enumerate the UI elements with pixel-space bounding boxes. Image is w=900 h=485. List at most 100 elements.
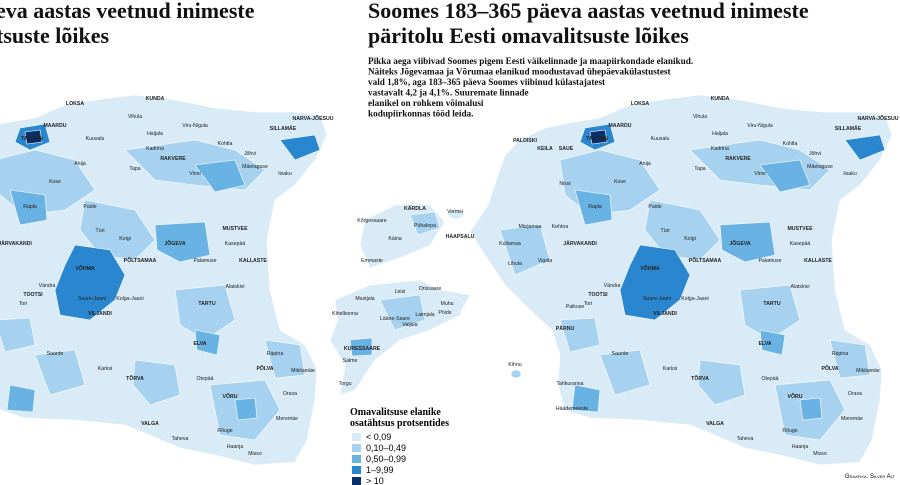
- place-label: PÕLTSAMAA: [124, 257, 157, 264]
- place-label: Meremäe: [841, 416, 863, 422]
- place-label: TOOTSI: [23, 292, 43, 298]
- place-label: NARVA-JÕESUU: [857, 115, 898, 122]
- place-label: Karksi: [98, 366, 112, 372]
- place-label: RAKVERE: [160, 156, 186, 162]
- right-title: päritolu Eesti omavalitsuste lõikes: [368, 23, 689, 48]
- place-label: Vändra: [604, 283, 621, 289]
- place-label: Vihula: [693, 114, 707, 120]
- place-label: Vändra: [39, 283, 56, 289]
- place-label: Kose: [49, 179, 61, 185]
- place-label: Tapa: [129, 166, 140, 172]
- place-label: Kõrgessaare: [357, 218, 387, 224]
- place-label: Kasepää: [225, 241, 246, 247]
- place-label: Viru-Nigula: [182, 123, 208, 129]
- place-label: Haljala: [712, 131, 728, 137]
- place-label: KUNDA: [711, 96, 730, 102]
- place-label: Alatskivi: [790, 284, 809, 290]
- place-label: MUSTVEE: [222, 226, 248, 232]
- place-label: Kasepää: [790, 241, 811, 247]
- place-label: Vinni: [754, 171, 765, 177]
- place-label: RAKVERE: [725, 156, 751, 162]
- place-label: Kadrina: [711, 146, 729, 152]
- place-label: Taheva: [172, 436, 189, 442]
- place-label: PÄRNU: [556, 325, 575, 332]
- place-label: KUNDA: [146, 96, 165, 102]
- place-label: Muhu: [441, 301, 454, 307]
- place-label: Haanja: [227, 444, 244, 450]
- place-label: VÕRU: [223, 393, 238, 400]
- place-label: Taheva: [737, 436, 754, 442]
- place-label: Mikitamäe: [856, 368, 880, 374]
- place-label: VÕHMA: [75, 265, 95, 272]
- place-label: Otepää: [761, 376, 778, 382]
- place-label: Saarde: [47, 351, 64, 357]
- place-label: SILLAMÄE: [270, 125, 297, 132]
- place-label: Kuusalu: [86, 136, 105, 142]
- intro-line: kodupiirkonnas tööd leida.: [368, 109, 473, 119]
- place-label: Türi: [661, 228, 670, 234]
- place-label: NARVA-JÕESUU: [292, 115, 333, 122]
- place-label: Kihelkonna: [332, 311, 358, 317]
- left-title: tsuste lõikes: [0, 23, 110, 48]
- place-label: KÄRDLA: [404, 205, 426, 212]
- place-label: Räpina: [832, 351, 849, 357]
- place-label: Anija: [639, 161, 651, 167]
- right-title: Soomes 183–365 päeva aastas veetnud inim…: [368, 0, 809, 23]
- place-label: Käina: [388, 236, 401, 242]
- place-label: LOKSA: [66, 101, 84, 107]
- place-label: VILJANDI: [88, 311, 112, 317]
- place-label: Koigi: [119, 236, 131, 242]
- place-label: Kadrina: [146, 146, 164, 152]
- place-label: Kose: [614, 179, 626, 185]
- legend-title: osatähtsus protsentides: [350, 418, 449, 429]
- place-label: Kuusalu: [651, 136, 670, 142]
- place-label: Palamuse: [758, 258, 781, 264]
- credit: Graafika: Silver Alt: [845, 474, 896, 480]
- place-label: Lihula: [508, 261, 522, 267]
- place-label: VÕHMA: [640, 265, 660, 272]
- place-label: Jõhvi: [809, 151, 821, 157]
- place-label: Räpina: [267, 351, 284, 357]
- place-label: MAARDU: [608, 123, 631, 129]
- place-label: Iisaku: [278, 171, 292, 177]
- place-label: Türi: [96, 228, 105, 234]
- legend-label: 1–9,99: [366, 465, 394, 475]
- legend-title: Omavalitsuse elanike: [350, 407, 441, 418]
- place-label: TOOTSI: [588, 292, 608, 298]
- place-label: Emmaste: [361, 258, 383, 264]
- intro-line: elanikel on rohkem võimalusi: [368, 98, 484, 108]
- place-label: Alatskivi: [225, 284, 244, 290]
- place-label: SAUE: [559, 146, 574, 152]
- place-label: Saarde: [612, 351, 629, 357]
- place-label: VALGA: [706, 421, 724, 427]
- place-label: Rõuge: [782, 428, 797, 434]
- legend-swatch: [352, 444, 361, 452]
- place-label: Kihnu: [508, 362, 521, 368]
- place-label: Leisi: [395, 289, 406, 295]
- legend-label: 0,50–0,99: [366, 454, 406, 464]
- place-label: Karksi: [663, 366, 677, 372]
- place-label: VÕRU: [788, 393, 803, 400]
- place-label: Paide: [648, 204, 661, 210]
- place-label: Orissaare: [419, 286, 442, 292]
- place-label: TALLINN: [586, 136, 608, 142]
- place-label: ELVA: [193, 341, 206, 347]
- place-label: Orava: [283, 391, 297, 397]
- place-label: Haljala: [147, 131, 163, 137]
- legend-swatch: [352, 466, 361, 474]
- place-label: Kehtna: [552, 224, 569, 230]
- place-label: Salme: [343, 358, 358, 364]
- place-label: JÕGEVA: [164, 240, 185, 247]
- left-title: eva aastas veetnud inimeste: [0, 0, 255, 23]
- place-label: SILLAMÄE: [835, 125, 862, 132]
- place-label: Misso: [248, 451, 262, 457]
- place-label: Palamuse: [193, 258, 216, 264]
- place-label: Tahkuranna: [556, 381, 583, 387]
- intro-line: Pikka aega viibivad Soomes pigem Eesti v…: [368, 56, 693, 66]
- place-label: Otepää: [196, 376, 213, 382]
- place-label: Anija: [74, 161, 86, 167]
- legend-swatch: [352, 477, 361, 485]
- legend-swatch: [352, 433, 361, 441]
- place-label: Pühalepa: [414, 223, 436, 229]
- place-label: MUSTVEE: [787, 226, 813, 232]
